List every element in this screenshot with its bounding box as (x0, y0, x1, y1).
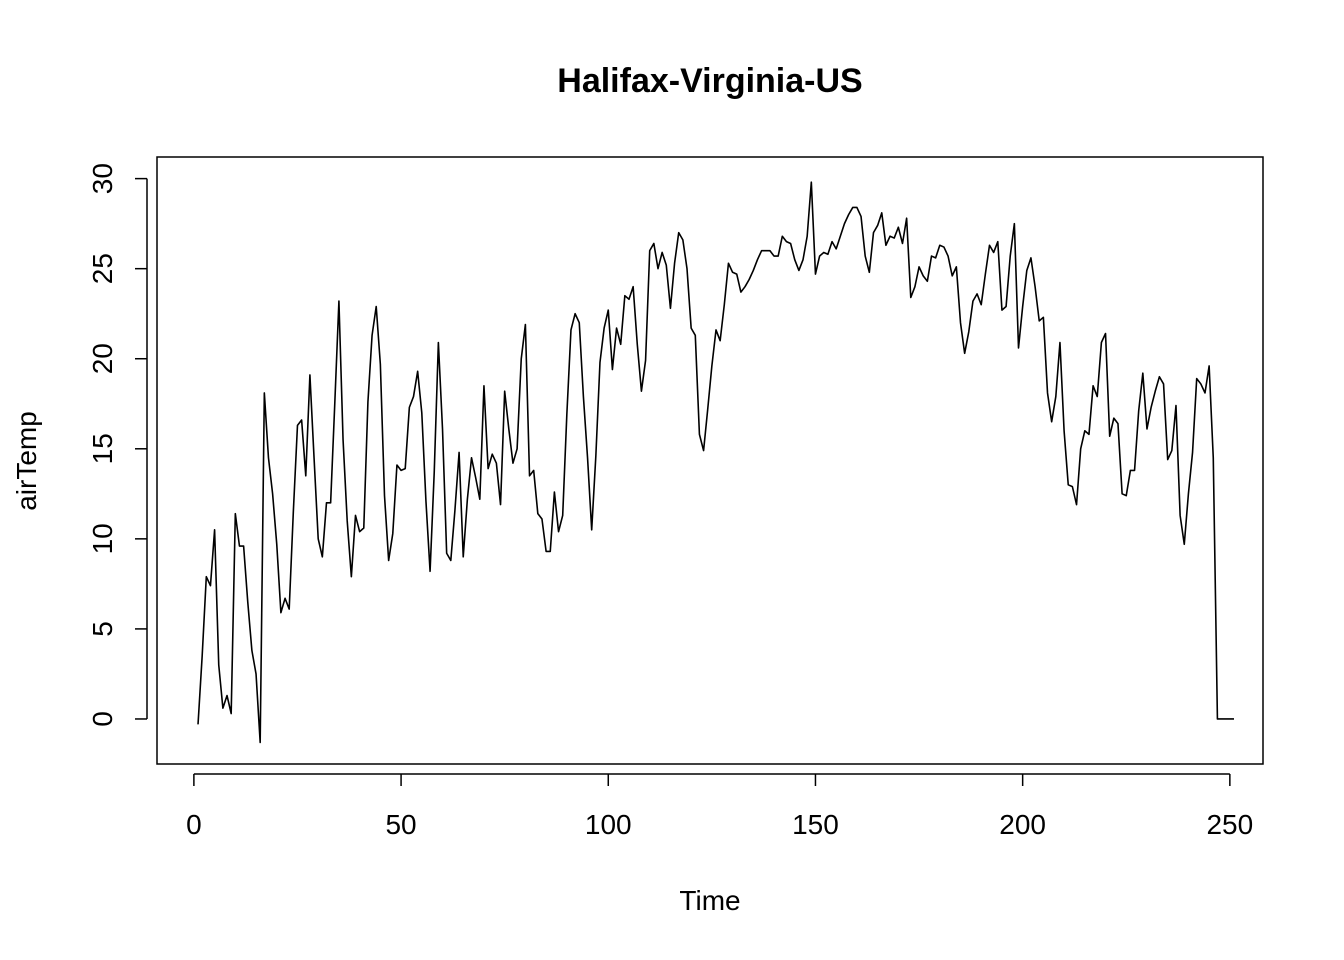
x-tick-label: 100 (585, 809, 632, 840)
chart-title: Halifax-Virginia-US (557, 62, 862, 100)
x-tick-label: 250 (1206, 809, 1253, 840)
y-tick-label: 5 (87, 621, 118, 637)
x-tick-label: 150 (792, 809, 839, 840)
series-line-airtemp (197, 181, 1234, 744)
y-tick-label: 10 (87, 523, 118, 554)
y-tick-label: 20 (87, 343, 118, 374)
x-axis: 0 50 100 150 200 250 (186, 773, 1253, 840)
y-tick-label: 15 (87, 433, 118, 464)
x-tick-label: 200 (999, 809, 1046, 840)
x-tick-label: 50 (385, 809, 416, 840)
y-tick-label: 30 (87, 163, 118, 194)
y-axis: 0 5 10 15 20 25 30 (87, 163, 148, 727)
x-axis-label: Time (679, 885, 740, 916)
x-tick-label: 0 (186, 809, 202, 840)
y-axis-label: airTemp (11, 411, 42, 511)
plot-frame (156, 156, 1264, 765)
y-tick-label: 25 (87, 253, 118, 284)
y-tick-label: 0 (87, 711, 118, 727)
